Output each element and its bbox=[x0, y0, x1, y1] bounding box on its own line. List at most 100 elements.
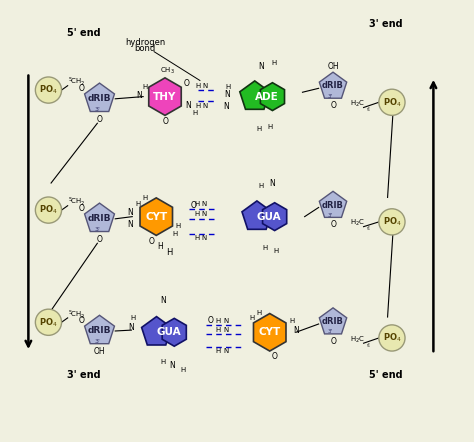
Text: O: O bbox=[79, 204, 84, 213]
Text: H: H bbox=[273, 248, 279, 254]
Text: O: O bbox=[163, 117, 169, 126]
Polygon shape bbox=[140, 198, 173, 236]
Text: O: O bbox=[331, 221, 337, 229]
Text: H$_2$C: H$_2$C bbox=[350, 335, 365, 345]
Text: H: H bbox=[142, 84, 147, 90]
Text: N: N bbox=[224, 90, 230, 99]
Text: H: H bbox=[194, 236, 199, 241]
Text: H: H bbox=[256, 310, 262, 316]
Text: H$_2$C: H$_2$C bbox=[350, 99, 365, 109]
Text: PO$_4$: PO$_4$ bbox=[39, 316, 58, 328]
Text: N: N bbox=[201, 202, 207, 207]
Text: hydrogen: hydrogen bbox=[125, 38, 165, 46]
Text: 3' end: 3' end bbox=[66, 370, 100, 380]
Text: GUA: GUA bbox=[256, 212, 281, 221]
Polygon shape bbox=[84, 83, 114, 111]
Text: N: N bbox=[293, 326, 299, 335]
Text: $^5$$\!$CH$_2$: $^5$$\!$CH$_2$ bbox=[68, 308, 85, 320]
Text: H: H bbox=[256, 126, 262, 132]
Text: O: O bbox=[191, 201, 196, 210]
Polygon shape bbox=[242, 201, 272, 229]
Circle shape bbox=[379, 209, 405, 235]
Text: 3': 3' bbox=[328, 94, 333, 99]
Text: 5' end: 5' end bbox=[369, 370, 402, 380]
Text: H: H bbox=[250, 315, 255, 321]
Text: O: O bbox=[208, 316, 214, 325]
Text: 5' end: 5' end bbox=[66, 28, 100, 38]
Polygon shape bbox=[240, 81, 270, 109]
Text: CH$_3$: CH$_3$ bbox=[160, 66, 174, 76]
Text: H: H bbox=[216, 317, 221, 324]
Text: N: N bbox=[127, 220, 133, 229]
Text: N: N bbox=[203, 83, 208, 89]
Text: N: N bbox=[203, 103, 208, 109]
Polygon shape bbox=[142, 316, 172, 345]
Text: H: H bbox=[130, 315, 136, 321]
Text: dRIB: dRIB bbox=[88, 94, 111, 103]
Text: ADE: ADE bbox=[255, 91, 279, 102]
Text: N: N bbox=[223, 327, 228, 333]
Text: N: N bbox=[160, 297, 166, 305]
Polygon shape bbox=[254, 313, 286, 351]
Text: H: H bbox=[195, 83, 201, 89]
Text: dRIB: dRIB bbox=[322, 317, 344, 326]
Text: N: N bbox=[127, 208, 133, 217]
Text: $_5$$\!$': $_5$$\!$' bbox=[366, 341, 371, 350]
Text: 3' end: 3' end bbox=[369, 19, 402, 29]
Text: O: O bbox=[79, 84, 84, 93]
Text: $_5$$\!$': $_5$$\!$' bbox=[366, 225, 371, 233]
Polygon shape bbox=[319, 191, 346, 217]
Text: N: N bbox=[201, 236, 207, 241]
Text: PO$_4$: PO$_4$ bbox=[39, 204, 58, 216]
Text: N: N bbox=[223, 102, 229, 110]
Text: 3': 3' bbox=[328, 213, 333, 218]
Polygon shape bbox=[84, 203, 114, 232]
Text: 3': 3' bbox=[94, 107, 100, 112]
Text: H: H bbox=[216, 348, 221, 354]
Text: H: H bbox=[143, 195, 148, 201]
Text: H: H bbox=[166, 248, 173, 257]
Text: CYT: CYT bbox=[259, 327, 281, 337]
Text: O: O bbox=[184, 79, 190, 88]
Circle shape bbox=[36, 309, 62, 335]
Text: N: N bbox=[223, 348, 228, 354]
Text: H: H bbox=[172, 231, 177, 237]
Text: O: O bbox=[331, 101, 337, 110]
Text: H: H bbox=[289, 318, 294, 324]
Circle shape bbox=[379, 325, 405, 351]
Text: dRIB: dRIB bbox=[322, 201, 344, 210]
Text: H: H bbox=[226, 84, 231, 90]
Text: O: O bbox=[97, 115, 102, 124]
Text: OH: OH bbox=[94, 347, 105, 356]
Text: dRIB: dRIB bbox=[88, 326, 111, 335]
Text: H: H bbox=[160, 359, 165, 365]
Text: H: H bbox=[267, 124, 273, 130]
Text: THY: THY bbox=[153, 91, 177, 102]
Text: N: N bbox=[201, 211, 207, 217]
Text: bond: bond bbox=[135, 44, 156, 53]
Text: H: H bbox=[194, 202, 199, 207]
Polygon shape bbox=[84, 315, 114, 344]
Text: PO$_4$: PO$_4$ bbox=[383, 96, 401, 109]
Text: O: O bbox=[149, 236, 155, 246]
Text: N: N bbox=[128, 323, 134, 332]
Text: N: N bbox=[258, 62, 264, 72]
Polygon shape bbox=[319, 308, 346, 334]
Text: H: H bbox=[192, 110, 197, 116]
Text: $^5$$\!$CH$_2$: $^5$$\!$CH$_2$ bbox=[68, 196, 85, 209]
Text: H: H bbox=[158, 242, 164, 251]
Circle shape bbox=[36, 197, 62, 223]
Circle shape bbox=[379, 89, 405, 115]
Text: H: H bbox=[216, 327, 221, 333]
Polygon shape bbox=[263, 203, 287, 231]
Text: PO$_4$: PO$_4$ bbox=[383, 332, 401, 344]
Text: O: O bbox=[97, 235, 102, 244]
Text: GUA: GUA bbox=[156, 327, 181, 337]
Text: N: N bbox=[170, 361, 175, 370]
Text: N: N bbox=[223, 317, 228, 324]
Text: H$_2$C: H$_2$C bbox=[350, 218, 365, 228]
Text: H: H bbox=[263, 245, 268, 251]
Polygon shape bbox=[319, 72, 346, 98]
Text: PO$_4$: PO$_4$ bbox=[39, 84, 58, 96]
Text: dRIB: dRIB bbox=[322, 81, 344, 90]
